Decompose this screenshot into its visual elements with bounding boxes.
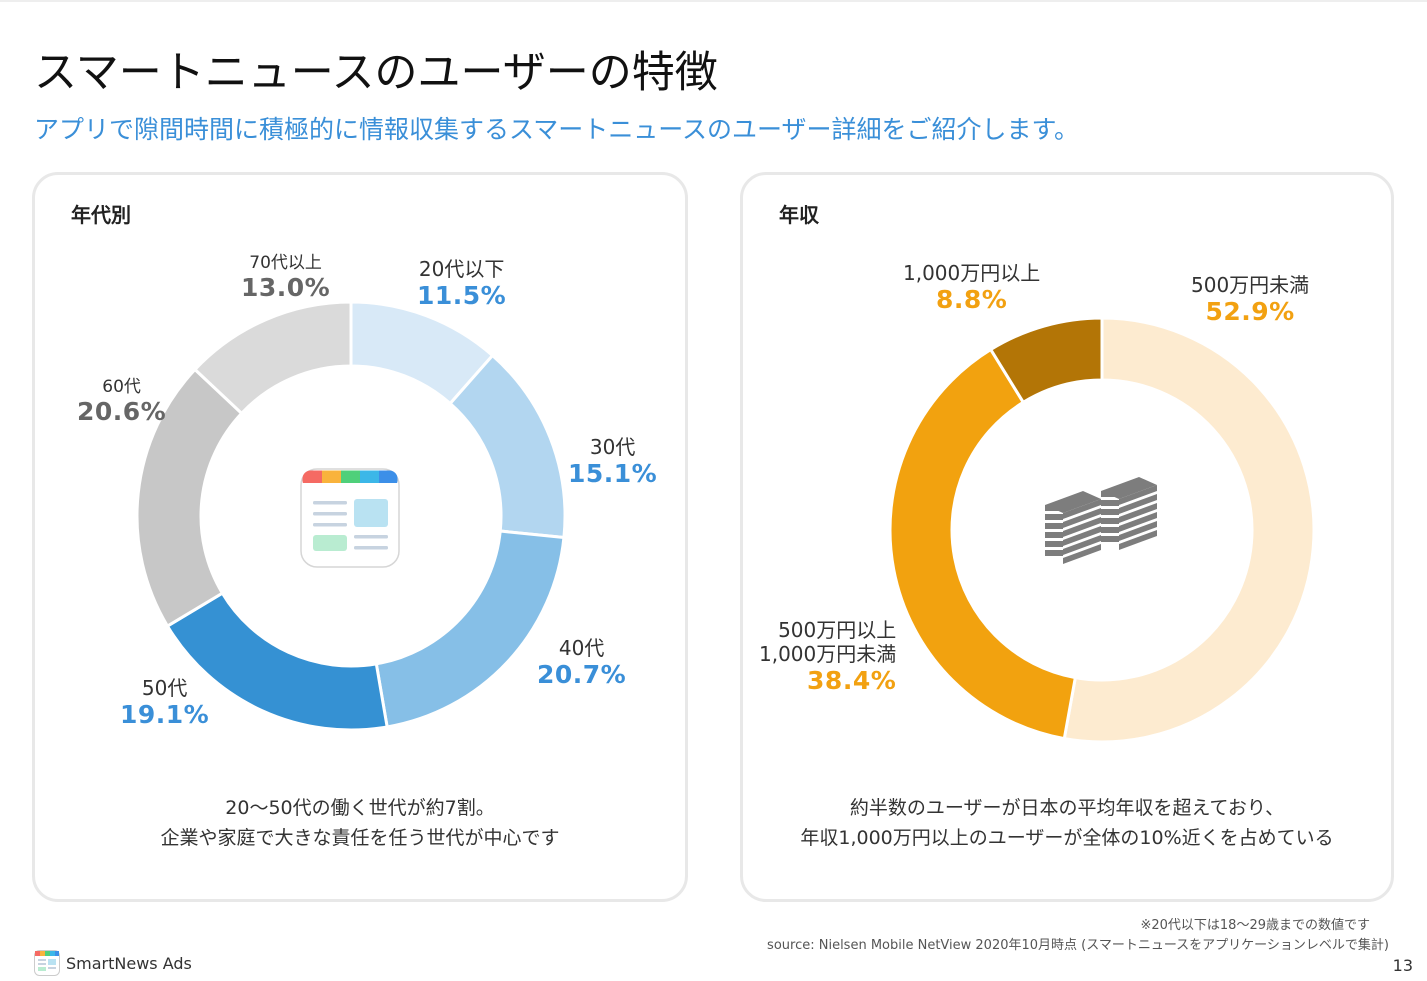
age-label-50s-value: 19.1%	[120, 700, 210, 729]
age-label-40s: 40代 20.7%	[537, 636, 626, 690]
source-citation: source: Nielsen Mobile NetView 2020年10月時…	[767, 938, 1389, 953]
age-donut-slice-1	[448, 353, 567, 540]
income-label-5m-10m: 500万円以上 1,000万円未満 38.4%	[759, 618, 896, 696]
age-caption-line-1: 20〜50代の働く世代が約7割。	[225, 797, 495, 819]
age-label-60s-category: 60代	[102, 377, 141, 397]
age-caption-line-2: 企業や家庭で大きな責任を任う世代が中心です	[160, 827, 560, 850]
income-label-5m-10m-value: 38.4%	[807, 666, 897, 695]
income-donut-chart	[888, 316, 1316, 744]
income-chart-caption: 約半数のユーザーが日本の平均年収を超えており、 年収1,000万円以上のユーザー…	[743, 793, 1391, 854]
age-label-20s-category: 20代以下	[418, 257, 505, 281]
page-subtitle: アプリで隙間時間に積極的に情報収集するスマートニュースのユーザー詳細をご紹介しま…	[34, 115, 1080, 144]
brand-logo: SmartNews Ads	[34, 950, 192, 976]
age-donut-chart	[135, 300, 567, 732]
income-donut-slice-0	[1062, 316, 1316, 744]
age-label-30s: 30代 15.1%	[568, 435, 657, 489]
age-chart-caption: 20〜50代の働く世代が約7割。 企業や家庭で大きな責任を任う世代が中心です	[35, 793, 685, 854]
age-label-30s-value: 15.1%	[568, 459, 658, 488]
age-donut-slice-2	[374, 529, 566, 729]
age-label-20s-value: 11.5%	[417, 281, 507, 310]
income-caption-line-2: 年収1,000万円以上のユーザーが全体の10%近くを占めている	[800, 827, 1334, 850]
smartnews-app-icon	[300, 468, 400, 568]
brand-name: SmartNews Ads	[66, 953, 192, 973]
income-label-over-10m-value: 8.8%	[935, 285, 1008, 314]
income-label-under-5m-category: 500万円未満	[1191, 273, 1310, 297]
age-label-40s-value: 20.7%	[537, 660, 627, 689]
income-label-5m-10m-category-line-2: 1,000万円未満	[759, 642, 897, 666]
age-chart-panel: 年代別 20代以下 11.5% 30代 15.1%	[32, 172, 688, 902]
age-chart-title: 年代別	[71, 203, 131, 227]
income-donut-slice-1	[888, 347, 1078, 741]
age-label-50s-category: 50代	[141, 676, 188, 700]
age-label-70s-value: 13.0%	[241, 273, 331, 303]
age-label-70s: 70代以上 13.0%	[241, 253, 330, 303]
age-label-60s: 60代 20.6%	[77, 377, 166, 427]
income-label-under-5m-value: 52.9%	[1205, 297, 1295, 326]
income-label-over-10m-category: 1,000万円以上	[903, 261, 1041, 285]
top-rule	[0, 0, 1427, 2]
income-label-over-10m: 1,000万円以上 8.8%	[903, 261, 1040, 315]
income-label-under-5m: 500万円未満 52.9%	[1191, 273, 1309, 327]
income-caption-line-1: 約半数のユーザーが日本の平均年収を超えており、	[849, 797, 1285, 819]
age-label-20s: 20代以下 11.5%	[417, 257, 506, 311]
age-label-70s-category: 70代以上	[249, 253, 322, 273]
income-chart-title: 年収	[779, 203, 819, 227]
income-donut-slice-2	[988, 316, 1104, 405]
age-label-40s-category: 40代	[558, 636, 605, 660]
money-stack-icon	[1045, 477, 1157, 564]
age-label-30s-category: 30代	[589, 435, 636, 459]
age-donut-slice-5	[192, 300, 353, 416]
page-title: スマートニュースのユーザーの特徴	[34, 48, 718, 98]
age-label-50s: 50代 19.1%	[120, 676, 209, 730]
page-number: 13	[1392, 956, 1413, 975]
income-label-5m-10m-category-line-1: 500万円以上	[778, 618, 897, 642]
smartnews-logo-icon	[34, 950, 60, 976]
income-chart-panel: 年収	[740, 172, 1394, 902]
age-label-60s-value: 20.6%	[77, 397, 167, 427]
footnote: ※20代以下は18〜29歳までの数値です	[1140, 918, 1370, 933]
